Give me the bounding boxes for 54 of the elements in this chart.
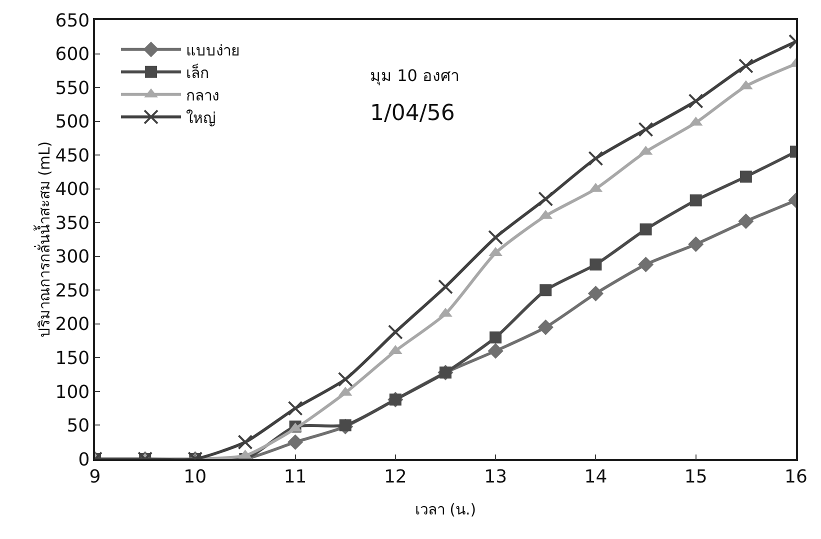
point [640,223,652,236]
point [538,191,554,206]
y-tick-label: 100 [55,382,90,403]
x-tick-label: 12 [384,466,407,488]
y-tick-label: 650 [55,10,90,32]
y-tick-label: 250 [55,280,90,302]
point [490,331,502,344]
y-tick-label: 300 [55,246,90,268]
point [388,324,403,340]
legend-label: ใหญ่ [186,108,216,127]
x-tick-label: 11 [284,466,307,488]
y-tick-label: 600 [55,44,90,66]
y-tick-label: 200 [55,314,90,336]
x-tick-label: 9 [89,466,101,488]
x-tick-label: 15 [684,466,708,488]
x-tick-label: 14 [584,466,608,488]
point [588,150,604,166]
y-tick-label: 500 [55,112,90,133]
annotation: 1/04/56 [370,101,455,126]
point [690,194,702,206]
point [538,320,554,336]
point [688,94,704,109]
x-tick-label: 16 [784,466,808,488]
y-tick-label: 0 [78,449,90,470]
annotation: มุม 10 องศา [370,66,460,86]
point [738,213,754,230]
point [688,236,704,252]
point [638,256,654,272]
point [638,122,654,137]
x-tick-label: 13 [484,466,508,488]
point [288,400,303,416]
point [740,170,752,183]
point [738,58,754,74]
x-axis-title: เวลา (น.) [414,500,476,518]
point [588,286,604,302]
y-tick-label: 450 [55,145,90,166]
legend-label: เล็ก [186,62,210,82]
point [488,343,504,359]
y-tick-label: 350 [55,212,90,234]
legend-label: กลาง [186,86,220,104]
y-axis-title: ปริมาณการกลั่นน้ำสะสม (mL) [33,141,54,338]
point [338,372,353,387]
point [238,434,253,450]
point [438,279,453,294]
point [540,284,552,296]
y-tick-label: 400 [55,179,90,200]
point [287,434,304,450]
y-tick-label: 550 [55,78,90,99]
x-tick-label: 10 [184,466,207,488]
y-tick-label: 50 [66,416,90,437]
y-tick-label: 150 [55,348,90,369]
point [488,230,504,245]
point [590,258,602,270]
legend-label: แบบง่าย [186,41,240,60]
